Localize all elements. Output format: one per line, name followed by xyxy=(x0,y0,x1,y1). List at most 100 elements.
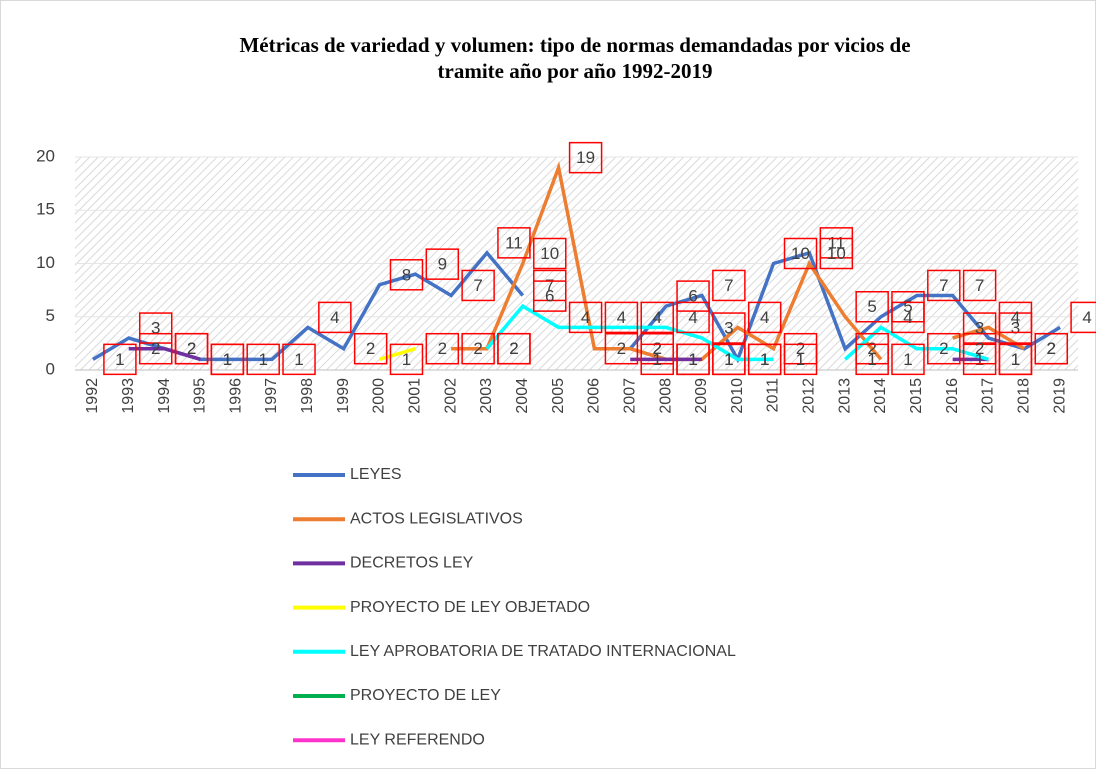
label-box xyxy=(461,269,495,302)
data-label: 1 xyxy=(258,350,267,369)
legend-label: LEY REFERENDO xyxy=(350,731,485,748)
data-label: 1 xyxy=(652,350,661,369)
label-box xyxy=(747,301,782,334)
data-label: 1 xyxy=(796,350,805,369)
label-box xyxy=(962,312,997,344)
data-label: 2 xyxy=(939,339,948,358)
data-label: 11 xyxy=(505,233,523,252)
data-label: 4 xyxy=(903,308,912,327)
data-label: 5 xyxy=(867,297,876,316)
data-label: 19 xyxy=(576,148,595,167)
label-box xyxy=(855,291,889,323)
y-tick-label: 0 xyxy=(46,359,55,378)
data-label: 2 xyxy=(652,339,661,358)
data-label: 1 xyxy=(688,350,697,369)
label-box xyxy=(891,343,925,376)
x-tick-label: 2015 xyxy=(908,378,925,414)
label-box xyxy=(1070,301,1096,334)
x-tick-label: 2003 xyxy=(478,378,495,414)
data-label: 1 xyxy=(975,350,984,369)
x-tick-label: 2001 xyxy=(407,378,424,414)
data-label: 10 xyxy=(540,244,559,263)
data-label: 1 xyxy=(724,350,733,369)
legend-label: LEYES xyxy=(350,466,402,483)
label-box xyxy=(819,237,854,270)
data-label: 4 xyxy=(617,308,626,327)
label-box xyxy=(676,343,710,376)
label-box xyxy=(927,269,961,302)
data-label: 5 xyxy=(903,297,912,316)
data-label: 10 xyxy=(827,244,846,263)
data-label: 6 xyxy=(688,287,697,306)
label-box xyxy=(962,269,997,302)
data-label: 2 xyxy=(652,339,661,358)
data-label: 2 xyxy=(509,339,518,358)
label-box xyxy=(712,312,746,344)
data-label: 1 xyxy=(1011,350,1020,369)
label-box xyxy=(568,141,603,174)
data-label: 2 xyxy=(1047,339,1056,358)
data-label: 1 xyxy=(760,350,769,369)
series-line xyxy=(378,347,416,362)
data-label: 7 xyxy=(975,276,984,295)
data-label: 4 xyxy=(652,308,661,327)
x-tick-label: 1996 xyxy=(227,378,244,414)
data-label: 2 xyxy=(473,339,482,358)
label-box xyxy=(640,301,674,334)
label-box xyxy=(712,343,746,376)
label-box xyxy=(998,343,1033,376)
data-label: 1 xyxy=(223,350,232,369)
label-box xyxy=(389,343,424,376)
label-box xyxy=(425,332,460,365)
label-box xyxy=(425,248,460,280)
label-box xyxy=(138,332,173,365)
label-box xyxy=(783,237,818,270)
x-tick-label: 2011 xyxy=(765,378,782,413)
data-label: 3 xyxy=(151,319,160,338)
data-label: 4 xyxy=(1082,308,1091,327)
x-tick-label: 2010 xyxy=(729,378,746,414)
series-line xyxy=(485,303,989,362)
data-label: 2 xyxy=(187,339,196,358)
x-tick-label: 1995 xyxy=(192,378,209,414)
x-tick-label: 2017 xyxy=(980,378,997,414)
x-tick-label: 1997 xyxy=(263,378,280,414)
label-box xyxy=(998,301,1033,334)
legend-label: ACTOS LEGISLATIVOS xyxy=(350,510,523,527)
data-label: 2 xyxy=(151,339,160,358)
x-tick-label: 2019 xyxy=(1051,378,1068,414)
x-tick-label: 2002 xyxy=(442,378,459,414)
x-tick-label: 1999 xyxy=(335,378,352,414)
x-tick-label: 1998 xyxy=(299,378,316,414)
y-tick-label: 15 xyxy=(36,200,55,219)
label-box xyxy=(246,343,280,376)
chart-title: Métricas de variedad y volumen: tipo de … xyxy=(239,33,910,83)
label-box xyxy=(533,280,567,312)
data-label: 1 xyxy=(867,350,876,369)
data-label: 6 xyxy=(545,287,554,306)
data-label: 1 xyxy=(724,350,733,369)
x-tick-label: 2012 xyxy=(801,378,818,414)
label-box xyxy=(497,332,531,365)
label-box xyxy=(103,343,137,376)
label-box xyxy=(891,301,925,334)
data-label: 2 xyxy=(796,339,805,358)
label-box xyxy=(676,280,710,312)
data-label: 4 xyxy=(760,308,769,327)
x-tick-label: 1992 xyxy=(84,378,101,414)
data-label: 1 xyxy=(223,350,232,369)
label-box xyxy=(747,343,782,376)
data-label: 1 xyxy=(760,350,769,369)
data-label: 10 xyxy=(791,244,810,263)
label-box xyxy=(210,343,245,376)
x-tick-label: 2018 xyxy=(1015,378,1032,414)
y-tick-label: 20 xyxy=(36,146,55,165)
label-box xyxy=(353,332,388,365)
data-label: 7 xyxy=(545,276,554,295)
data-label: 9 xyxy=(438,255,447,274)
data-label: 4 xyxy=(581,308,590,327)
data-label: 1 xyxy=(688,350,697,369)
legend-label: PROYECTO DE LEY xyxy=(350,687,501,704)
data-label: 3 xyxy=(975,319,984,338)
